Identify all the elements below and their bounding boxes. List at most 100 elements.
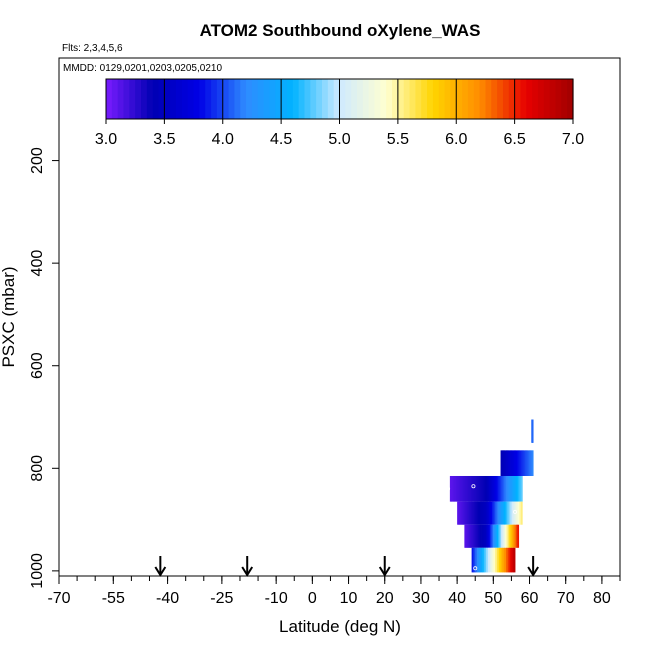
- data-cell: [470, 501, 473, 525]
- data-cell: [467, 475, 470, 502]
- data-cell: [489, 475, 492, 502]
- data-cell: [466, 501, 469, 525]
- data-cell: [461, 475, 464, 502]
- data-cell: [495, 524, 498, 548]
- colorbar-swatch: [485, 79, 492, 119]
- colorbar-swatch: [146, 79, 154, 119]
- data-cell: [514, 524, 517, 548]
- colorbar-swatch: [234, 79, 241, 119]
- data-marker: [513, 509, 518, 514]
- colorbar-swatch: [141, 79, 148, 119]
- data-cell: [496, 547, 500, 573]
- colorbar-swatch: [502, 79, 510, 119]
- colorbar-swatch: [111, 79, 119, 119]
- colorbar-swatch: [397, 79, 405, 119]
- data-cell: [493, 475, 496, 502]
- data-cell: [484, 524, 486, 548]
- y-axis-tick-label: 1000: [29, 553, 46, 589]
- data-cell: [461, 501, 464, 525]
- data-cell: [476, 501, 479, 525]
- data-cell: [471, 547, 474, 573]
- data-cell: [504, 475, 507, 502]
- data-cell: [465, 501, 468, 525]
- colorbar-swatch: [106, 79, 113, 119]
- data-cell: [457, 501, 459, 525]
- x-axis-tick-label: 0: [308, 590, 317, 607]
- colorbar-swatch: [181, 79, 189, 119]
- colorbar-swatch: [543, 79, 551, 119]
- data-cell: [511, 475, 514, 502]
- data-cell: [504, 450, 507, 476]
- x-axis-label: Latitude (deg N): [279, 617, 401, 636]
- data-marker: [446, 486, 451, 491]
- data-cell: [485, 524, 487, 548]
- y-axis-tick-label: 200: [29, 147, 46, 174]
- data-cell: [475, 501, 477, 525]
- colorbar-swatch: [327, 79, 335, 119]
- data-cell: [508, 501, 511, 525]
- colorbar-swatch: [491, 79, 498, 119]
- colorbar-tick-label: 3.0: [95, 131, 117, 148]
- data-cell: [529, 450, 531, 476]
- x-axis-tick-label: 20: [376, 590, 394, 607]
- colorbar-swatch: [567, 79, 574, 119]
- colorbar-swatch: [158, 79, 165, 119]
- x-axis-tick-label: 50: [484, 590, 502, 607]
- colorbar-swatch: [281, 79, 288, 119]
- colorbar-swatch: [427, 79, 434, 119]
- data-cell: [498, 475, 501, 502]
- data-cell: [470, 524, 472, 548]
- data-cell: [505, 475, 508, 502]
- data-cell: [449, 475, 452, 502]
- colorbar-tick-label: 7.0: [562, 131, 584, 148]
- data-cell: [510, 475, 513, 502]
- colorbar-swatch: [333, 79, 341, 119]
- colorbar-swatch: [444, 79, 452, 119]
- data-cell: [476, 524, 478, 548]
- colorbar-swatch: [321, 79, 329, 119]
- dates-label: MMDD: 0129,0201,0203,0205,0210: [63, 63, 222, 74]
- data-cell: [483, 524, 485, 548]
- colorbar-swatch: [380, 79, 387, 119]
- colorbar-swatch: [473, 79, 481, 119]
- data-cell: [482, 547, 485, 573]
- data-cell: [515, 450, 518, 476]
- data-cell: [466, 524, 468, 548]
- data-cell: [457, 475, 460, 502]
- flights-label: Flts: 2,3,4,5,6: [62, 43, 123, 54]
- data-cell: [459, 501, 462, 525]
- colorbar-swatch: [170, 79, 177, 119]
- colorbar-swatch: [298, 79, 306, 119]
- data-cell: [509, 547, 512, 573]
- colorbar-swatch: [187, 79, 195, 119]
- data-cell: [480, 524, 482, 548]
- colorbar-tick-label: 4.5: [270, 131, 292, 148]
- x-axis-tick-label: 60: [521, 590, 539, 607]
- y-axis: 200 400 600 800 1000: [29, 147, 59, 589]
- data-cell: [495, 475, 498, 502]
- colorbar-swatch: [555, 79, 562, 119]
- colorbar-swatch: [357, 79, 364, 119]
- flight-arrow-head: [378, 566, 391, 577]
- data-cell: [489, 547, 492, 573]
- colorbar-swatch: [152, 79, 160, 119]
- colorbar-swatch: [561, 79, 568, 119]
- data-cell: [511, 501, 514, 525]
- colorbar-swatch: [392, 79, 399, 119]
- data-cell: [478, 524, 481, 548]
- data-cell: [481, 524, 483, 548]
- data-cell: [519, 501, 522, 525]
- data-cell: [484, 501, 487, 525]
- colorbar-swatch: [514, 79, 522, 119]
- colorbar-swatch: [228, 79, 236, 119]
- y-axis-tick-label: 400: [29, 250, 46, 277]
- data-cell: [471, 501, 474, 525]
- data-cell: [463, 501, 465, 525]
- colorbar-swatch: [432, 79, 440, 119]
- data-cell: [511, 547, 514, 573]
- data-cell: [503, 524, 506, 548]
- data-cell: [451, 475, 454, 502]
- data-cell: [510, 450, 512, 476]
- data-cell: [517, 524, 520, 548]
- colorbar-swatch: [211, 79, 218, 119]
